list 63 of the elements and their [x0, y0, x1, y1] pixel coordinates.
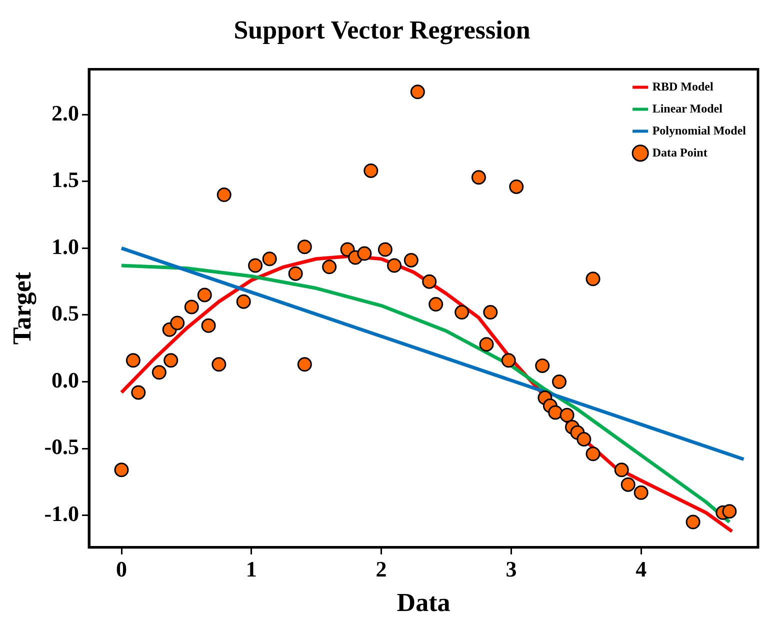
point [471, 170, 486, 185]
point [586, 272, 600, 286]
point [422, 274, 437, 289]
point [634, 485, 648, 500]
point [114, 462, 129, 478]
point [236, 294, 251, 309]
point [560, 408, 574, 422]
point [404, 252, 418, 268]
point [501, 353, 516, 368]
point [357, 246, 372, 261]
legend-label: Polynomial Model [652, 123, 747, 138]
point [410, 84, 425, 100]
x-tick-label: 4 [636, 556, 647, 582]
y-tick-label: -1.0 [44, 501, 80, 526]
point [576, 432, 592, 446]
chart-title: Support Vector Regression [234, 15, 531, 44]
point [212, 357, 226, 372]
y-tick-label: 0.5 [52, 300, 80, 326]
point [126, 353, 140, 368]
point [614, 462, 629, 478]
point [483, 305, 498, 320]
point [454, 305, 470, 320]
point [297, 357, 312, 372]
point [586, 446, 600, 462]
point [387, 258, 402, 273]
y-tick-label: 0.0 [52, 367, 80, 392]
point [152, 365, 166, 380]
point [131, 385, 146, 400]
point [428, 297, 444, 312]
point [216, 188, 232, 202]
y-axis-title: Target [7, 272, 36, 345]
y-tick-label: -0.5 [44, 434, 80, 460]
x-tick-label: 1 [246, 556, 257, 582]
point [509, 179, 524, 194]
point [184, 300, 199, 314]
point [479, 337, 494, 352]
point [722, 504, 737, 519]
y-tick-label: 2.0 [52, 100, 80, 126]
legend-label: RBD Model [652, 79, 714, 94]
point [197, 288, 212, 302]
y-tick-label: 1.5 [52, 167, 80, 192]
point [548, 405, 563, 420]
point [262, 252, 277, 266]
point [378, 242, 392, 257]
point [288, 266, 303, 281]
point [164, 353, 178, 368]
legend-label: Data Point [652, 145, 708, 160]
point [535, 358, 550, 373]
x-tick-label: 3 [506, 556, 517, 582]
x-axis-title: Data [396, 588, 450, 618]
point [686, 514, 700, 530]
x-tick-label: 2 [376, 556, 387, 582]
legend-label: Linear Model [652, 101, 724, 116]
y-tick-label: 1.0 [52, 234, 80, 259]
point [620, 477, 636, 492]
point [201, 318, 216, 333]
point [364, 163, 378, 178]
point [552, 374, 567, 390]
point [170, 316, 185, 330]
point [248, 258, 263, 273]
x-tick-label: 0 [116, 556, 127, 582]
point [322, 260, 337, 274]
point [297, 240, 312, 254]
